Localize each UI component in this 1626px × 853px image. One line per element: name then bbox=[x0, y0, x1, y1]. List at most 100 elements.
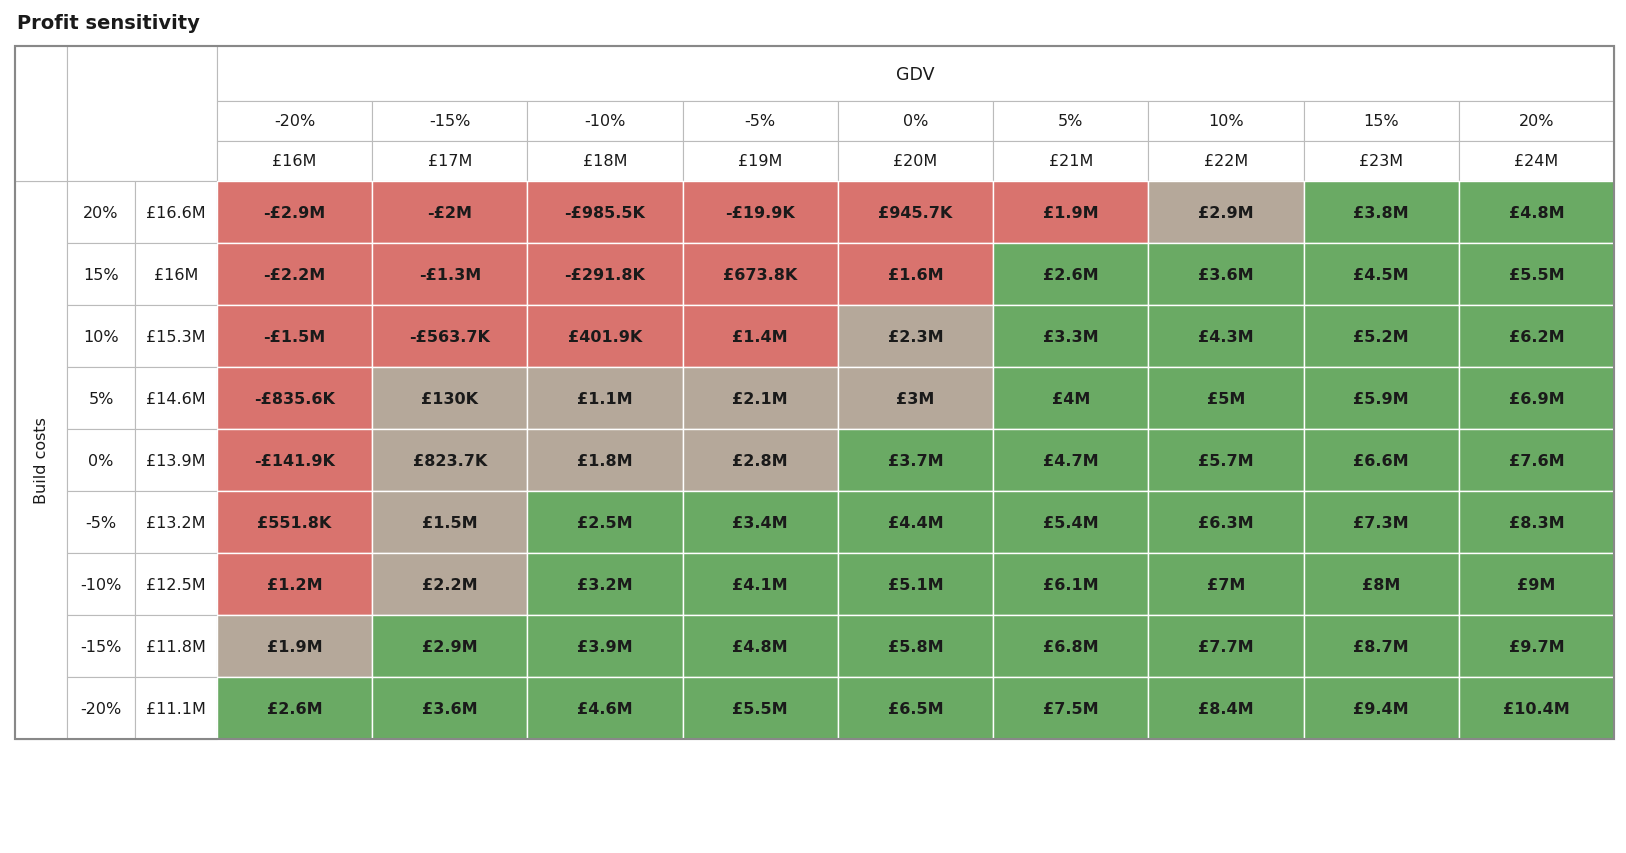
Text: £7.5M: £7.5M bbox=[1042, 700, 1099, 716]
Bar bbox=[135, 491, 216, 554]
Bar bbox=[993, 142, 1148, 182]
Text: £5M: £5M bbox=[1206, 391, 1246, 406]
Bar bbox=[216, 47, 1615, 102]
Bar bbox=[993, 305, 1148, 368]
Bar bbox=[67, 554, 135, 615]
Bar bbox=[135, 430, 216, 491]
Bar bbox=[993, 677, 1148, 740]
Bar bbox=[67, 244, 135, 305]
Text: £2.9M: £2.9M bbox=[1198, 206, 1254, 220]
Text: -5%: -5% bbox=[86, 515, 117, 530]
Text: £1.9M: £1.9M bbox=[1042, 206, 1099, 220]
Bar bbox=[837, 368, 993, 430]
Text: £17M: £17M bbox=[428, 154, 472, 169]
Bar bbox=[837, 430, 993, 491]
Bar bbox=[372, 102, 527, 142]
Bar bbox=[135, 615, 216, 677]
Text: £5.2M: £5.2M bbox=[1353, 329, 1410, 344]
Text: £3.8M: £3.8M bbox=[1353, 206, 1410, 220]
Text: £1.5M: £1.5M bbox=[423, 515, 478, 530]
Bar bbox=[1459, 182, 1615, 244]
Bar bbox=[993, 368, 1148, 430]
Text: £3M: £3M bbox=[896, 391, 935, 406]
Bar bbox=[372, 430, 527, 491]
Text: -20%: -20% bbox=[275, 114, 315, 130]
Bar bbox=[837, 142, 993, 182]
Text: -5%: -5% bbox=[745, 114, 776, 130]
Text: £2.6M: £2.6M bbox=[1042, 267, 1099, 282]
Text: -15%: -15% bbox=[429, 114, 470, 130]
Bar bbox=[67, 615, 135, 677]
Text: £3.4M: £3.4M bbox=[732, 515, 789, 530]
Bar bbox=[683, 430, 837, 491]
Bar bbox=[1304, 368, 1459, 430]
Bar bbox=[1304, 677, 1459, 740]
Bar bbox=[216, 182, 372, 244]
Bar bbox=[135, 677, 216, 740]
Bar bbox=[1148, 102, 1304, 142]
Bar bbox=[527, 368, 683, 430]
Bar bbox=[993, 554, 1148, 615]
Bar bbox=[216, 430, 372, 491]
Bar bbox=[837, 102, 993, 142]
Bar bbox=[837, 244, 993, 305]
Bar bbox=[372, 142, 527, 182]
Bar bbox=[216, 615, 372, 677]
Bar bbox=[1459, 142, 1615, 182]
Bar bbox=[1304, 102, 1459, 142]
Text: £21M: £21M bbox=[1049, 154, 1093, 169]
Text: £6.5M: £6.5M bbox=[888, 700, 943, 716]
Bar bbox=[527, 677, 683, 740]
Text: £6.2M: £6.2M bbox=[1509, 329, 1564, 344]
Bar bbox=[1148, 182, 1304, 244]
Text: £4.1M: £4.1M bbox=[732, 577, 789, 592]
Text: £2.6M: £2.6M bbox=[267, 700, 322, 716]
Bar bbox=[1459, 430, 1615, 491]
Bar bbox=[527, 244, 683, 305]
Bar bbox=[15, 182, 67, 740]
Text: -£19.9K: -£19.9K bbox=[725, 206, 795, 220]
Bar bbox=[67, 182, 135, 244]
Bar bbox=[1148, 677, 1304, 740]
Bar bbox=[527, 430, 683, 491]
Text: £16.6M: £16.6M bbox=[146, 206, 207, 220]
Bar bbox=[1459, 305, 1615, 368]
Bar bbox=[67, 491, 135, 554]
Text: £1.2M: £1.2M bbox=[267, 577, 322, 592]
Bar bbox=[683, 305, 837, 368]
Bar bbox=[67, 430, 135, 491]
Text: £823.7K: £823.7K bbox=[413, 453, 486, 468]
Bar bbox=[1459, 102, 1615, 142]
Text: 5%: 5% bbox=[88, 391, 114, 406]
Text: -£985.5K: -£985.5K bbox=[564, 206, 646, 220]
Bar bbox=[683, 554, 837, 615]
Bar bbox=[1304, 430, 1459, 491]
Text: £8M: £8M bbox=[1363, 577, 1400, 592]
Bar bbox=[527, 182, 683, 244]
Text: £13.2M: £13.2M bbox=[146, 515, 207, 530]
Bar bbox=[1459, 368, 1615, 430]
Text: -£2.9M: -£2.9M bbox=[263, 206, 325, 220]
Text: £20M: £20M bbox=[893, 154, 938, 169]
Bar bbox=[683, 677, 837, 740]
Text: -10%: -10% bbox=[584, 114, 626, 130]
Text: GDV: GDV bbox=[896, 66, 935, 84]
Bar bbox=[1148, 491, 1304, 554]
Bar bbox=[1459, 554, 1615, 615]
Bar bbox=[1304, 615, 1459, 677]
Text: £551.8K: £551.8K bbox=[257, 515, 332, 530]
Bar bbox=[837, 491, 993, 554]
Text: £5.7M: £5.7M bbox=[1198, 453, 1254, 468]
Bar bbox=[1148, 305, 1304, 368]
Bar bbox=[527, 491, 683, 554]
Bar bbox=[993, 182, 1148, 244]
Bar bbox=[683, 182, 837, 244]
Text: £7.3M: £7.3M bbox=[1353, 515, 1410, 530]
Bar bbox=[1148, 615, 1304, 677]
Bar bbox=[67, 47, 216, 182]
Bar bbox=[372, 677, 527, 740]
Bar bbox=[1459, 615, 1615, 677]
Text: £1.6M: £1.6M bbox=[888, 267, 943, 282]
Text: £5.1M: £5.1M bbox=[888, 577, 943, 592]
Text: £8.4M: £8.4M bbox=[1198, 700, 1254, 716]
